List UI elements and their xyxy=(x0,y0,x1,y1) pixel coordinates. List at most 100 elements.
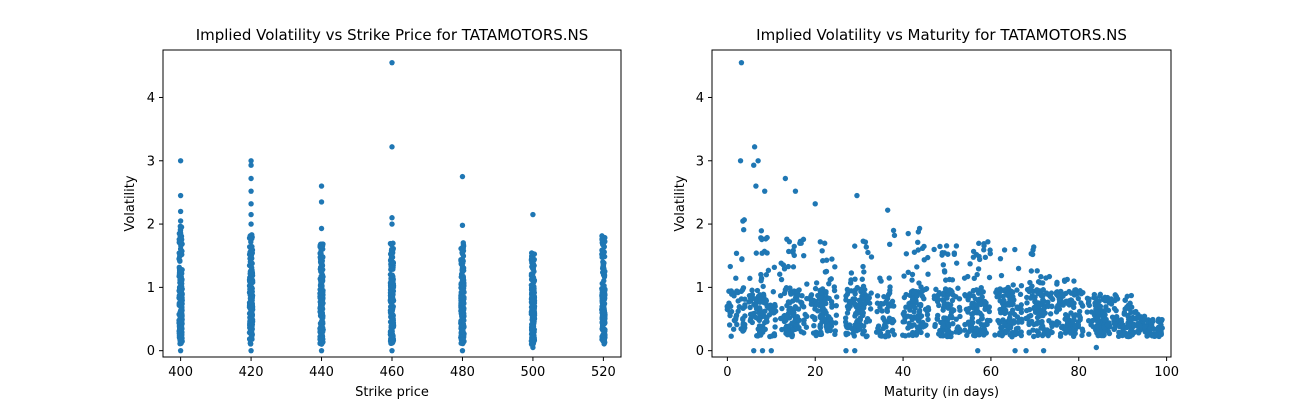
data-point xyxy=(976,240,982,247)
data-point xyxy=(176,325,183,331)
data-point xyxy=(1091,291,1098,298)
data-point xyxy=(791,243,797,250)
data-point xyxy=(1076,308,1083,315)
data-point xyxy=(859,276,865,282)
scatter-points-strike xyxy=(176,59,608,354)
data-point xyxy=(753,183,759,189)
data-point xyxy=(747,304,753,311)
data-point xyxy=(945,316,951,322)
data-point xyxy=(459,288,466,294)
y-axis-ticks: 0 1 2 3 4 xyxy=(696,91,712,359)
data-point xyxy=(318,290,324,296)
data-point xyxy=(1126,322,1132,329)
data-point xyxy=(770,289,777,295)
data-point xyxy=(1124,304,1130,310)
data-point xyxy=(247,336,253,342)
data-point xyxy=(909,271,916,278)
data-point xyxy=(827,276,833,283)
data-point xyxy=(826,295,832,302)
data-point xyxy=(787,289,794,295)
data-point xyxy=(177,258,183,264)
data-point xyxy=(833,312,840,318)
data-point xyxy=(857,286,864,293)
data-point xyxy=(318,259,325,265)
data-point xyxy=(753,250,760,256)
data-point xyxy=(387,271,394,278)
data-point xyxy=(823,257,830,263)
data-point xyxy=(1037,319,1043,326)
data-point xyxy=(249,247,255,254)
data-point xyxy=(1056,306,1063,312)
data-point xyxy=(248,158,254,164)
data-point xyxy=(1064,327,1070,333)
data-point xyxy=(760,283,766,290)
data-point xyxy=(768,347,774,354)
data-point xyxy=(735,308,741,314)
data-point xyxy=(949,297,956,304)
data-point xyxy=(318,199,325,205)
data-point xyxy=(823,268,830,275)
data-point xyxy=(878,278,884,284)
x-axis-ticks: 400 420 440 460 480 500 520 xyxy=(168,357,616,380)
data-point xyxy=(891,331,897,338)
data-point xyxy=(1086,296,1092,302)
data-point xyxy=(843,347,849,354)
data-point xyxy=(965,309,971,315)
data-point xyxy=(901,273,907,279)
data-point xyxy=(941,268,948,274)
data-point xyxy=(978,289,984,295)
data-point xyxy=(747,275,753,282)
data-point xyxy=(901,294,908,301)
data-point xyxy=(1042,310,1048,316)
data-point xyxy=(865,249,871,256)
data-point xyxy=(1011,311,1018,318)
data-point xyxy=(818,295,824,301)
data-point xyxy=(1034,287,1040,293)
data-point xyxy=(843,330,849,337)
data-point xyxy=(248,162,254,168)
data-point xyxy=(1060,302,1066,308)
data-point xyxy=(769,333,775,339)
data-point xyxy=(998,272,1005,279)
data-point xyxy=(178,300,184,307)
data-point xyxy=(528,255,535,262)
data-point xyxy=(819,248,825,254)
data-point xyxy=(389,347,395,354)
data-point xyxy=(1045,299,1051,305)
data-point xyxy=(812,285,819,292)
data-point xyxy=(764,250,770,256)
data-point xyxy=(817,239,823,245)
data-point xyxy=(1088,319,1095,325)
data-point xyxy=(983,300,989,306)
data-point xyxy=(724,303,730,310)
y-tick-label: 2 xyxy=(696,218,704,233)
data-point xyxy=(756,317,763,324)
data-point xyxy=(390,291,396,297)
data-point xyxy=(863,319,870,325)
data-point xyxy=(1124,333,1131,339)
data-point xyxy=(531,268,537,275)
data-point xyxy=(940,291,946,298)
data-point xyxy=(318,250,324,257)
data-point xyxy=(863,244,869,250)
data-point xyxy=(867,306,874,312)
data-point xyxy=(600,283,607,290)
data-point xyxy=(979,329,986,335)
data-point xyxy=(852,347,858,354)
y-axis-ticks: 0 1 2 3 4 xyxy=(147,91,163,359)
data-point xyxy=(879,308,885,314)
data-point xyxy=(986,274,993,281)
data-point xyxy=(889,303,896,309)
data-point xyxy=(859,308,865,314)
x-tick-label: 40 xyxy=(895,365,912,380)
data-point xyxy=(950,321,956,327)
data-point xyxy=(1158,317,1165,323)
data-point xyxy=(178,278,185,284)
data-point xyxy=(834,294,840,300)
data-point xyxy=(1036,312,1042,318)
data-point xyxy=(1028,295,1034,301)
data-point xyxy=(599,233,605,239)
data-point xyxy=(1023,307,1030,314)
data-point xyxy=(1009,301,1015,308)
data-point xyxy=(921,257,927,263)
